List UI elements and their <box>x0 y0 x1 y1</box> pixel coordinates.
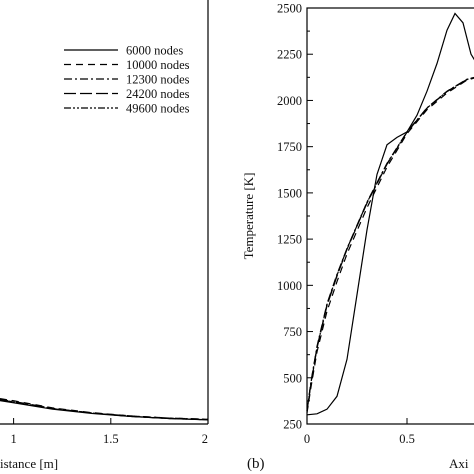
panel-a-series-49600-nodes <box>0 399 209 421</box>
legend-label-12300-nodes: 12300 nodes <box>126 73 190 87</box>
legend-label-49600-nodes: 49600 nodes <box>126 102 190 116</box>
panel-b-label: (b) <box>247 456 265 472</box>
panel-b: 250 500 750 1000 1250 1500 1750 2000 2250 2500 0 0.… <box>241 2 474 472</box>
panel-b-y-tick-label: 1500 <box>277 186 302 200</box>
legend-label-6000-nodes: 6000 nodes <box>126 44 183 58</box>
panel-a-x-axis-title: istance [m] <box>0 456 58 471</box>
panel-a-series-6000-nodes <box>0 400 209 421</box>
panel-b-frame <box>306 7 474 425</box>
panel-b-y-tick-label: 750 <box>283 325 302 339</box>
panel-b-series-24200-nodes <box>306 77 474 412</box>
panel-b-series-49600-nodes <box>306 77 474 411</box>
panel-b-y-tick-label: 1250 <box>277 233 302 247</box>
panel-a-ticks: 1 1.5 2 <box>10 418 209 446</box>
panel-b-x-axis-title: Axi <box>449 456 469 471</box>
panel-b-x-tick-label: 0.5 <box>399 432 415 446</box>
panel-b-y-tick-label: 500 <box>283 371 302 385</box>
panel-b-series <box>306 12 474 416</box>
panel-b-y-tick-label: 250 <box>283 418 302 432</box>
panel-a-x-tick-label: 1.5 <box>103 432 119 446</box>
legend-label-24200-nodes: 24200 nodes <box>126 87 190 101</box>
panel-a-x-tick-label: 2 <box>202 432 208 446</box>
panel-a-series-24200-nodes <box>0 399 209 421</box>
panel-a-series-12300-nodes <box>0 398 209 420</box>
panel-b-y-tick-label: 2250 <box>277 48 302 62</box>
panel-b-y-tick-label: 1000 <box>277 279 302 293</box>
panel-b-y-tick-label: 1750 <box>277 140 302 154</box>
panel-b-y-tick-label: 2500 <box>277 2 302 16</box>
panel-b-x-tick-label: 0 <box>304 432 310 446</box>
panel-b-ticks: 250 500 750 1000 1250 1500 1750 2000 2250 2500 0 0.… <box>277 2 415 447</box>
legend-label-10000-nodes: 10000 nodes <box>126 58 190 72</box>
panel-b-series-10000-nodes <box>306 77 474 413</box>
panel-a-x-tick-label: 1 <box>10 432 16 446</box>
panel-b-y-tick-label: 2000 <box>277 94 302 108</box>
panel-b-series-12300-nodes <box>306 76 474 412</box>
panel-b-y-axis-title: Temperature [K] <box>241 173 256 260</box>
panel-b-series-6000-nodes <box>306 12 474 416</box>
panel-a-series <box>0 398 209 421</box>
panel-a-series-10000-nodes <box>0 398 209 420</box>
